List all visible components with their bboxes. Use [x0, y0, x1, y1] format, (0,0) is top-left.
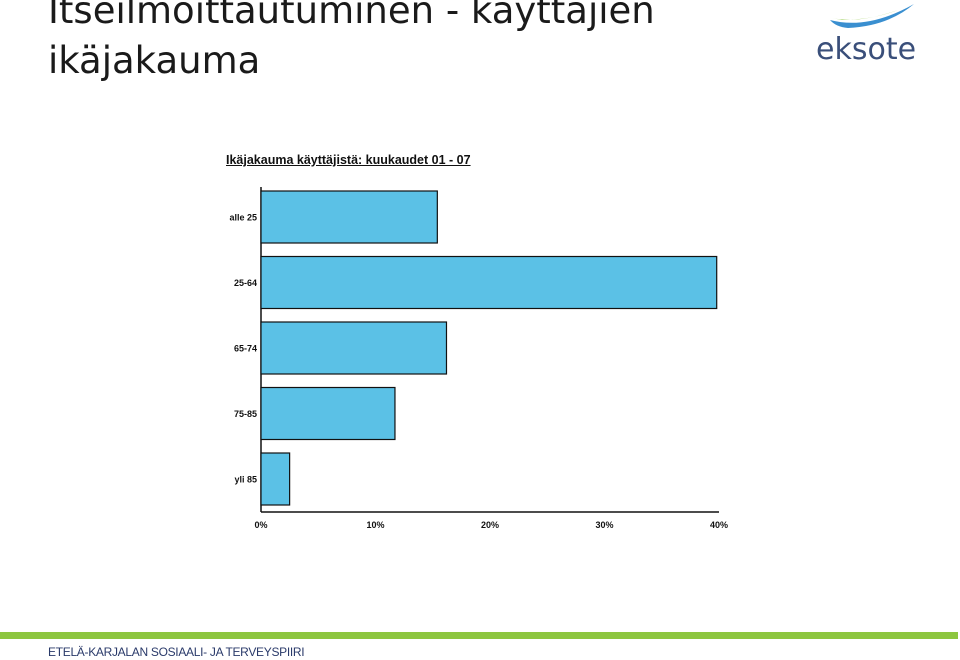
category-label: 25-64 — [234, 278, 257, 288]
category-label: 75-85 — [234, 409, 257, 419]
chart-title: Ikäjakauma käyttäjistä: kuukaudet 01 - 0… — [226, 153, 471, 167]
slide-title-line1: Itseilmoittautuminen - käyttäjien — [48, 0, 655, 32]
bar-25-64 — [260, 255, 718, 310]
slide-title-line2: ikäjakauma — [48, 39, 261, 82]
x-tick-label: 40% — [710, 520, 728, 530]
bar-alle-25 — [260, 190, 438, 244]
footer-text: ETELÄ-KARJALAN SOSIAALI- JA TERVEYSPIIRI — [48, 645, 305, 659]
logo-swoosh-icon — [830, 4, 914, 28]
x-tick-label: 30% — [595, 520, 613, 530]
bar-75-85 — [260, 386, 396, 441]
bar-65-74 — [260, 321, 448, 375]
bar-yli-85 — [260, 452, 291, 506]
category-label: yli 85 — [234, 475, 257, 485]
logo-text: eksote — [816, 32, 917, 67]
bar-chart: alle 25 25-64 65-74 75-85 yli 85 0% 10% 20% 30% 4… — [229, 187, 728, 530]
footer-bar — [0, 632, 958, 639]
x-tick-label: 20% — [481, 520, 499, 530]
slide-title: Itseilmoittautuminen - käyttäjien ikäjak… — [48, 0, 655, 86]
x-tick-label: 0% — [254, 520, 267, 530]
category-label: 65-74 — [234, 344, 257, 354]
category-label: alle 25 — [229, 213, 257, 223]
eksote-logo: eksote — [810, 0, 930, 75]
x-tick-label: 10% — [366, 520, 384, 530]
